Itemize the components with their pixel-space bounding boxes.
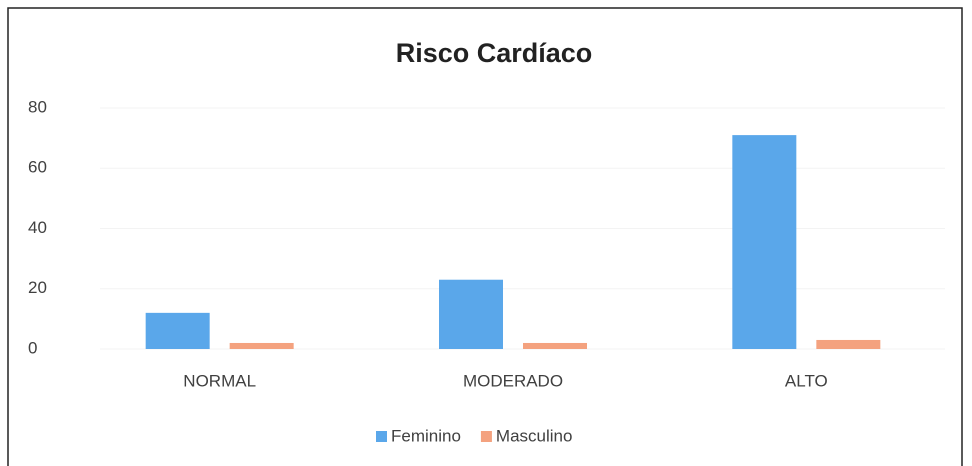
y-tick-label: 80: [28, 97, 47, 116]
y-tick-label: 40: [28, 218, 47, 237]
bar: [229, 342, 294, 349]
chart-frame: [7, 7, 963, 466]
bar: [439, 279, 503, 349]
y-tick-label: 60: [28, 158, 47, 177]
legend-swatch: [376, 431, 387, 442]
y-tick-label: 0: [28, 338, 37, 357]
x-tick-label: ALTO: [785, 371, 828, 390]
bar: [523, 342, 587, 349]
legend-swatch: [480, 431, 492, 442]
bar: [145, 312, 210, 349]
bar: [732, 135, 797, 349]
bar: [816, 339, 881, 349]
y-tick-label: 20: [28, 278, 47, 297]
x-tick-label: NORMAL: [183, 371, 256, 390]
legend-label: Masculino: [496, 426, 573, 445]
x-tick-label: MODERADO: [463, 371, 563, 390]
legend-label: Feminino: [391, 426, 461, 445]
chart-title: Risco Cardíaco: [396, 38, 593, 68]
